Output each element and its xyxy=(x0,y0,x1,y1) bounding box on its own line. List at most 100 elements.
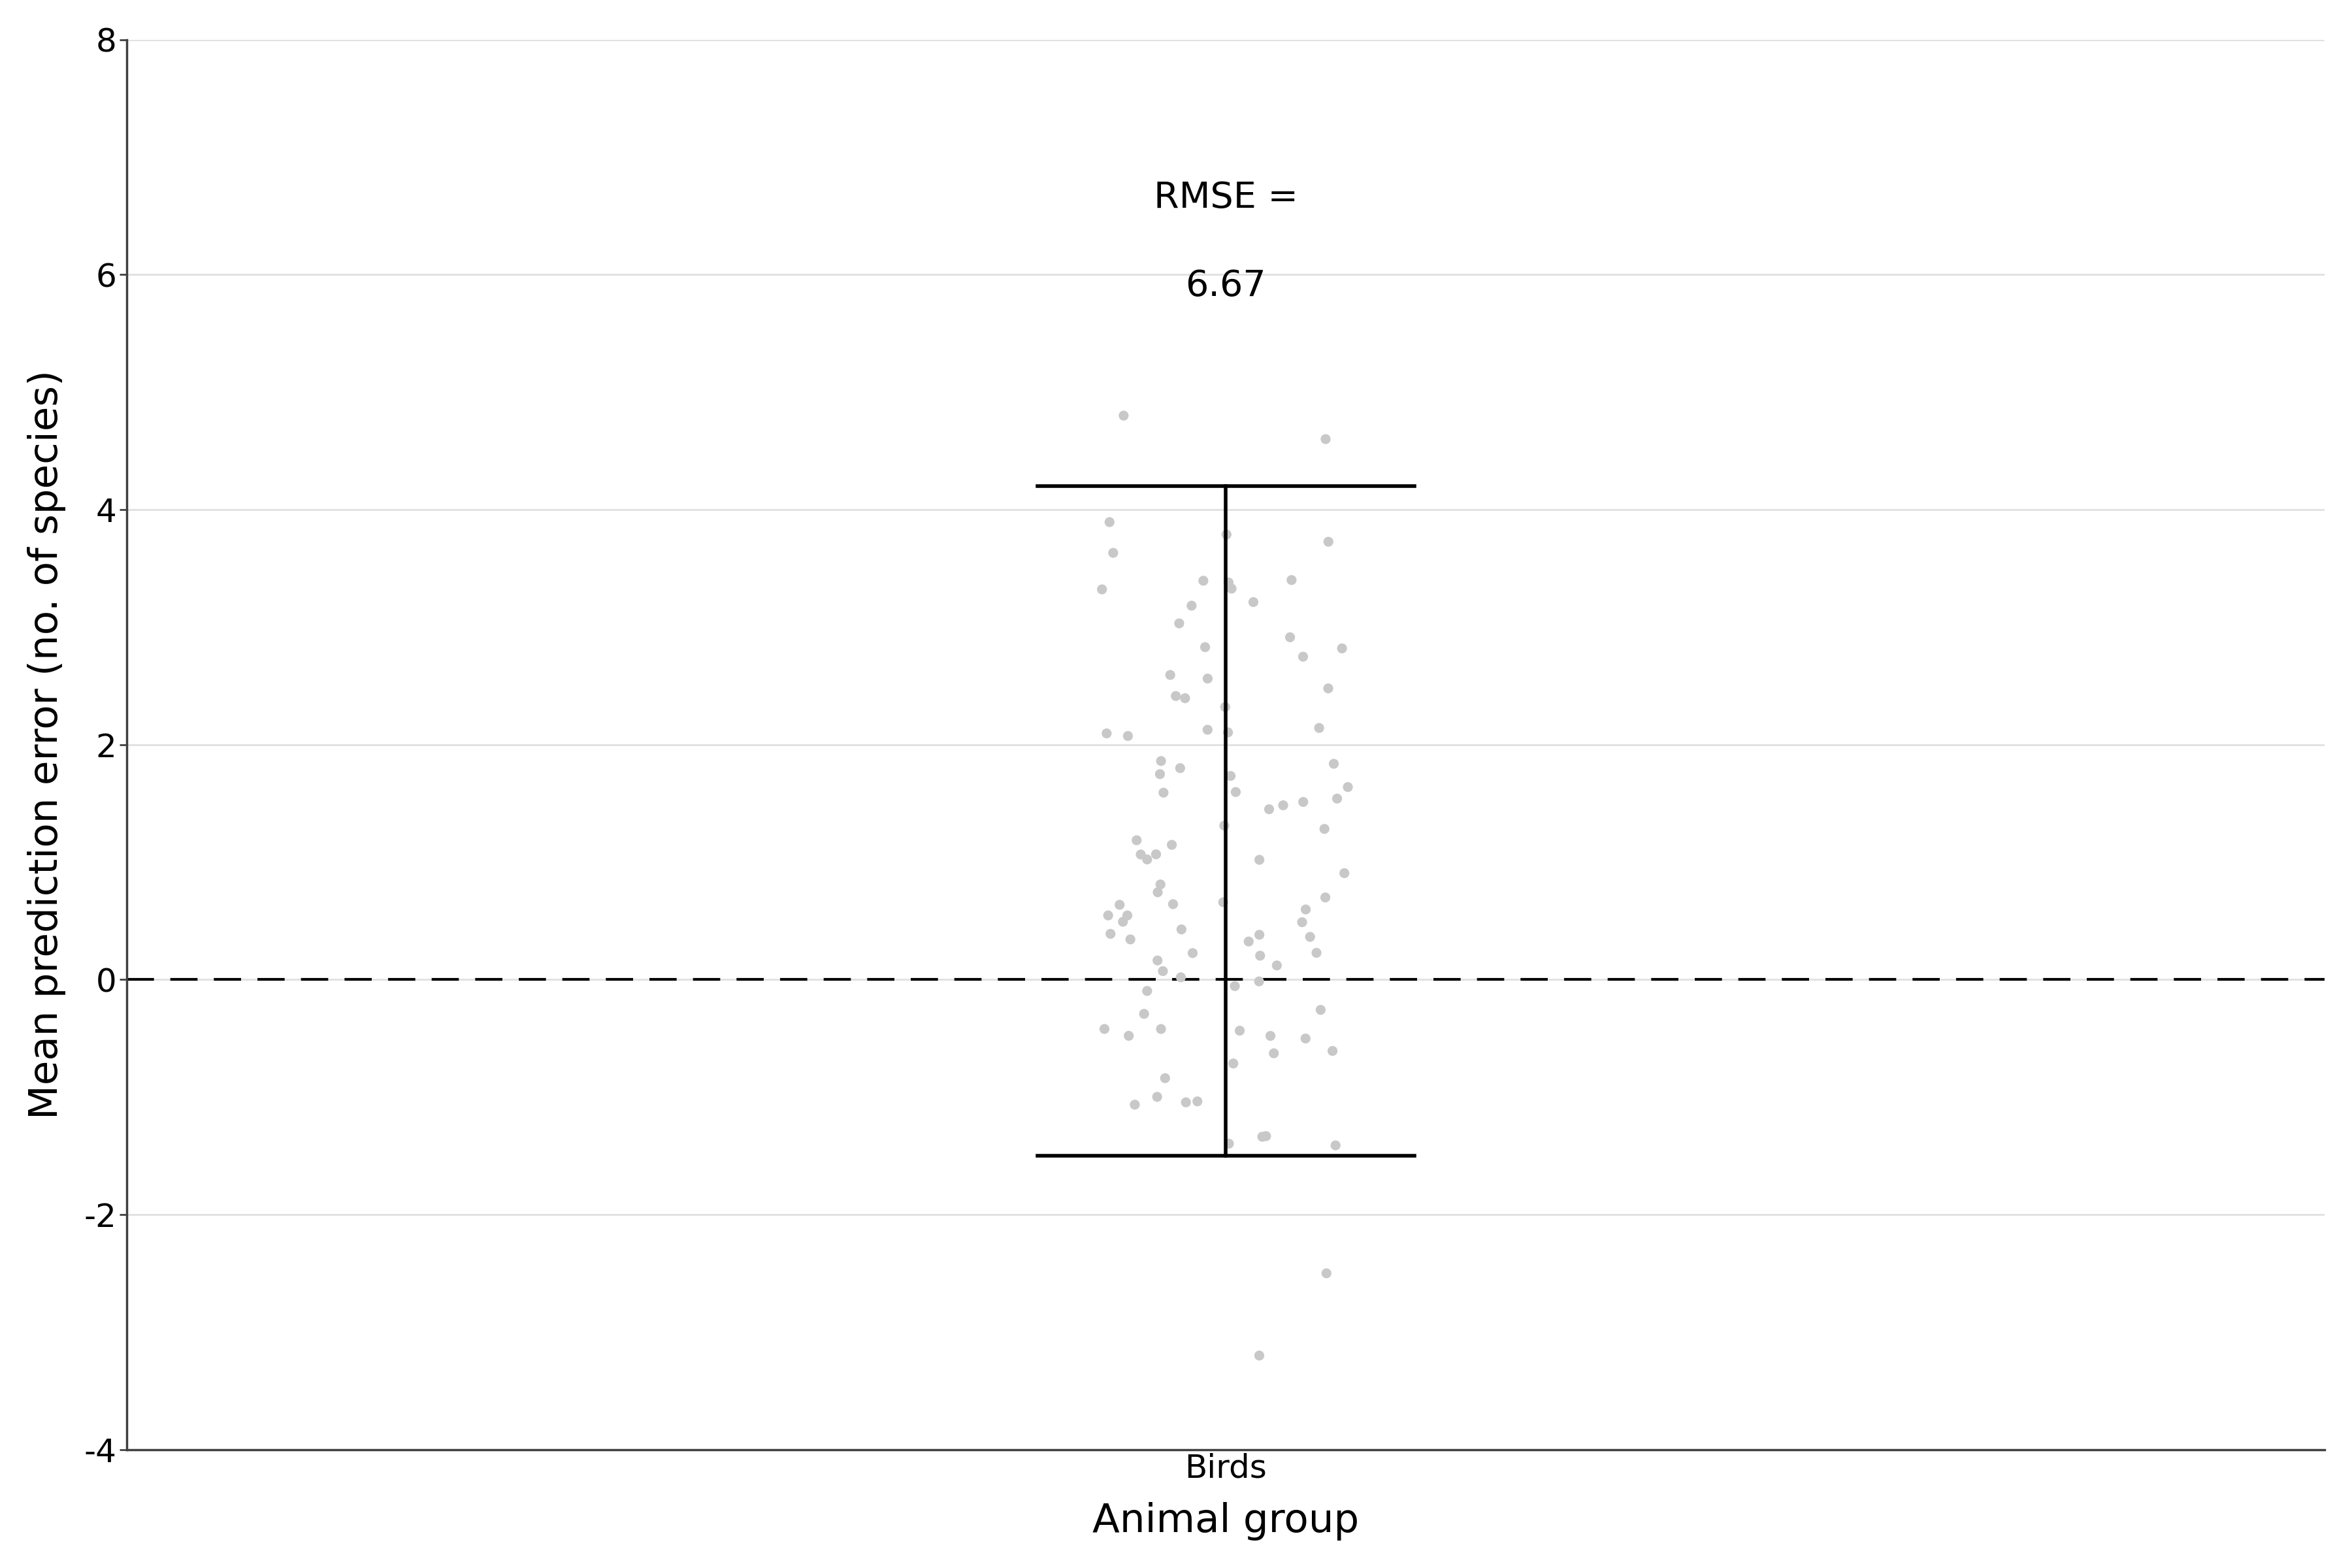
Point xyxy=(1284,644,1322,670)
Point xyxy=(1207,522,1244,547)
Point xyxy=(1115,1093,1152,1118)
Point xyxy=(1157,684,1195,709)
Point xyxy=(1284,789,1322,814)
Point xyxy=(1167,1090,1204,1115)
Point xyxy=(1308,426,1345,452)
Point xyxy=(1188,666,1225,691)
Point xyxy=(1091,922,1129,947)
Point xyxy=(1221,1018,1258,1043)
Point xyxy=(1317,786,1355,811)
Point xyxy=(1152,662,1190,687)
Point xyxy=(1209,569,1247,594)
Point xyxy=(1094,541,1131,566)
Point xyxy=(1178,1088,1216,1113)
Point xyxy=(1185,568,1223,593)
Point xyxy=(1209,1131,1247,1156)
Point xyxy=(1105,403,1143,428)
Point xyxy=(1216,974,1254,999)
Point xyxy=(1301,997,1338,1022)
Point xyxy=(1244,1124,1282,1149)
Point xyxy=(1251,1024,1289,1049)
Point xyxy=(1089,721,1127,746)
Point xyxy=(1291,925,1329,950)
Point xyxy=(1207,814,1244,839)
Point xyxy=(1174,941,1211,966)
Point xyxy=(1167,685,1204,710)
Point xyxy=(1301,715,1338,740)
Point xyxy=(1089,903,1127,928)
Point xyxy=(1138,880,1176,905)
Point xyxy=(1138,949,1176,974)
Point xyxy=(1141,872,1178,897)
Point xyxy=(1242,942,1279,967)
Point xyxy=(1188,717,1225,742)
Point xyxy=(1209,720,1247,745)
Point xyxy=(1315,1038,1352,1063)
Point xyxy=(1129,847,1167,872)
Point xyxy=(1110,1024,1148,1049)
Point xyxy=(1124,1002,1162,1027)
Point xyxy=(1240,969,1277,994)
Point xyxy=(1240,847,1277,872)
Point xyxy=(1305,884,1343,909)
Point xyxy=(1207,695,1244,720)
Point xyxy=(1174,593,1211,618)
Y-axis label: Mean prediction error (no. of species): Mean prediction error (no. of species) xyxy=(28,370,66,1120)
Point xyxy=(1143,748,1181,773)
X-axis label: Animal group: Animal group xyxy=(1091,1502,1359,1541)
Point xyxy=(1145,781,1183,806)
Point xyxy=(1084,577,1122,602)
Point xyxy=(1216,779,1254,804)
Point xyxy=(1235,590,1272,615)
Point xyxy=(1310,528,1348,554)
Point xyxy=(1265,793,1303,818)
Point xyxy=(1162,917,1200,942)
Point xyxy=(1185,635,1223,660)
Point xyxy=(1103,909,1141,935)
Point xyxy=(1240,1344,1277,1369)
Point xyxy=(1117,828,1155,853)
Point xyxy=(1327,861,1364,886)
Point xyxy=(1310,676,1348,701)
Point xyxy=(1122,842,1160,867)
Point xyxy=(1112,927,1150,952)
Point xyxy=(1315,751,1352,776)
Point xyxy=(1087,1016,1124,1041)
Point xyxy=(1162,756,1200,781)
Point xyxy=(1108,903,1145,928)
Point xyxy=(1110,723,1148,748)
Point xyxy=(1141,762,1178,787)
Point xyxy=(1317,1132,1355,1157)
Point xyxy=(1308,1261,1345,1286)
Point xyxy=(1270,624,1308,649)
Point xyxy=(1162,964,1200,989)
Point xyxy=(1160,612,1197,637)
Point xyxy=(1298,941,1336,966)
Point xyxy=(1256,1041,1294,1066)
Point xyxy=(1287,1025,1324,1051)
Text: RMSE =: RMSE = xyxy=(1155,180,1298,216)
Point xyxy=(1329,775,1367,800)
Point xyxy=(1152,833,1190,858)
Point xyxy=(1214,1051,1251,1076)
Point xyxy=(1258,953,1296,978)
Point xyxy=(1305,817,1343,842)
Point xyxy=(1251,797,1289,822)
Point xyxy=(1230,928,1268,953)
Point xyxy=(1129,978,1167,1004)
Point xyxy=(1247,1124,1284,1149)
Point xyxy=(1284,909,1322,935)
Point xyxy=(1287,897,1324,922)
Point xyxy=(1240,922,1277,947)
Point xyxy=(1145,1066,1183,1091)
Point xyxy=(1204,889,1242,914)
Point xyxy=(1143,1016,1181,1041)
Text: 6.67: 6.67 xyxy=(1185,268,1265,304)
Point xyxy=(1138,842,1176,867)
Point xyxy=(1272,568,1310,593)
Point xyxy=(1143,958,1181,983)
Point xyxy=(1091,510,1129,535)
Point xyxy=(1101,892,1138,917)
Point xyxy=(1214,575,1251,601)
Point xyxy=(1138,1085,1176,1110)
